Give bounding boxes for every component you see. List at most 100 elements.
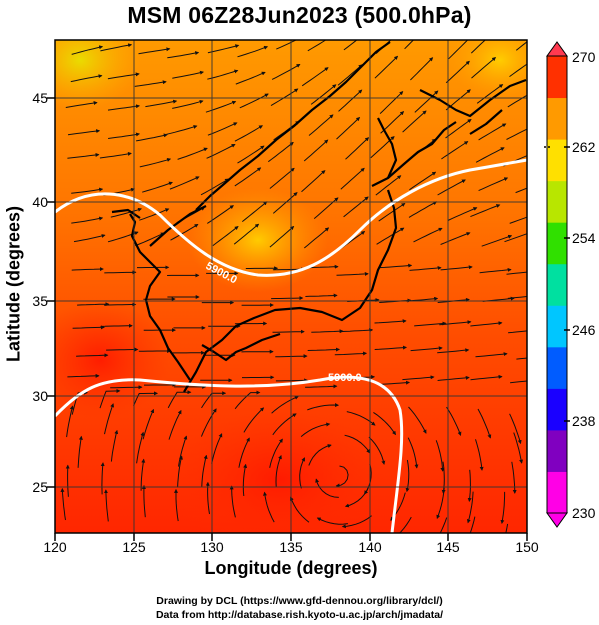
streamline: [475, 147, 505, 163]
streamline: [446, 406, 462, 436]
streamline: [516, 357, 527, 360]
streamline: [268, 141, 294, 163]
streamline: [466, 491, 474, 524]
colorbar-cell: [547, 97, 567, 140]
streamline: [301, 170, 326, 193]
colorbar-cell: [547, 429, 567, 472]
streamline: [301, 67, 329, 87]
streamline: [376, 227, 405, 245]
streamline: [513, 432, 524, 464]
streamline: [345, 137, 370, 160]
streamline: [471, 56, 496, 79]
streamline: [168, 409, 182, 440]
streamline: [308, 444, 332, 466]
colorbar-bottom-arrow: [546, 512, 568, 528]
colorbar: 270 262 254 246 238 230: [544, 41, 596, 528]
x-tick-label: 150: [515, 539, 539, 555]
streamline: [76, 353, 109, 358]
streamline: [67, 129, 101, 136]
streamline: [100, 43, 133, 52]
streamline: [374, 55, 399, 79]
streamline: [77, 435, 83, 468]
streamline: [341, 515, 372, 529]
streamline: [504, 233, 527, 243]
streamline: [439, 517, 448, 533]
streamline: [441, 141, 469, 160]
streamline: [272, 329, 305, 334]
isoline-5900: [55, 158, 527, 533]
streamline: [409, 171, 437, 191]
streamline: [140, 458, 146, 491]
streamline: [275, 454, 282, 487]
x-tick-labels: 120 125 130 135 140 145 150: [43, 539, 539, 555]
streamline: [174, 488, 179, 522]
streamline: [170, 223, 199, 241]
streamline: [507, 295, 527, 299]
streamline: [289, 496, 310, 523]
streamline: [99, 151, 132, 159]
streamline: [205, 481, 210, 515]
streamline: [207, 44, 240, 54]
streamline: [142, 408, 155, 440]
streamline: [103, 302, 137, 307]
streamline: [77, 302, 110, 307]
streamline: [408, 201, 438, 218]
y-axis: [47, 97, 55, 488]
streamline: [110, 207, 142, 218]
y-tick-label: 30: [32, 388, 48, 404]
x-axis: [54, 533, 528, 541]
streamline: [136, 431, 145, 464]
colorbar-ticks: [544, 146, 570, 422]
streamline: [337, 64, 363, 86]
streamline: [478, 177, 509, 192]
streamline: [481, 234, 513, 247]
streamline: [479, 267, 512, 274]
contour-label: 5900.0: [328, 372, 362, 384]
streamline: [470, 204, 501, 218]
y-tick-label: 35: [32, 293, 48, 309]
streamline: [138, 47, 171, 55]
streamline: [177, 147, 208, 160]
streamline: [373, 411, 396, 436]
streamline: [70, 74, 103, 83]
streamline: [506, 128, 527, 140]
streamline: [67, 373, 100, 378]
streamline: [303, 139, 329, 162]
streamline: [476, 84, 504, 104]
streamline: [307, 40, 327, 52]
streamline: [379, 91, 404, 114]
colorbar-top-arrow: [546, 41, 568, 57]
streamline: [169, 176, 200, 190]
streamline: [234, 125, 263, 142]
streamline: [211, 433, 223, 464]
streamline: [300, 422, 331, 437]
x-tick-label: 135: [279, 539, 303, 555]
streamline: [306, 264, 339, 269]
streamline: [167, 390, 192, 409]
colorbar-cell: [547, 222, 567, 265]
colorbar-frame: [546, 55, 568, 514]
streamline: [167, 51, 200, 59]
colorbar-label: 238: [572, 413, 596, 429]
streamline: [511, 461, 517, 494]
streamline: [73, 234, 106, 243]
streamline: [506, 271, 527, 275]
streamline: [66, 405, 74, 438]
streamline: [447, 207, 478, 221]
streamline: [505, 523, 509, 533]
streamline: [269, 225, 295, 248]
streamline: [313, 197, 339, 219]
colorbar-cell: [547, 346, 567, 389]
streamline: [500, 491, 506, 524]
credit-drawing: Drawing by DCL (https://www.gfd-dennou.o…: [156, 595, 443, 607]
streamline: [139, 208, 170, 221]
streamline: [478, 123, 507, 141]
streamline: [402, 375, 435, 381]
streamline: [271, 395, 299, 414]
temperature-field: [55, 40, 527, 533]
streamline: [269, 438, 283, 468]
streamline: [308, 114, 334, 136]
streamline: [104, 403, 115, 435]
streamline: [311, 329, 344, 334]
streamline: [310, 84, 337, 105]
